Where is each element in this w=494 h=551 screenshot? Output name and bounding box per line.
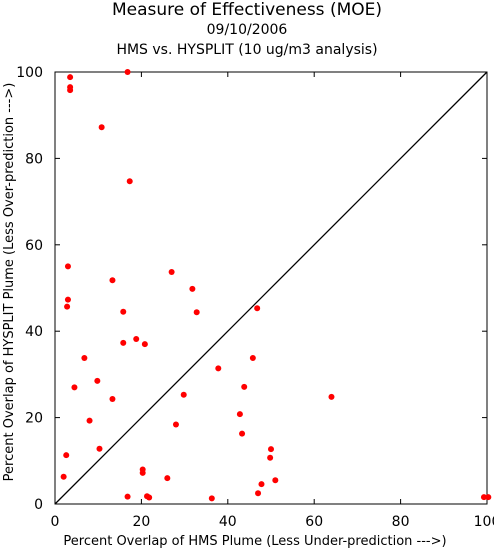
data-point: [109, 396, 116, 403]
data-point: [255, 490, 262, 497]
data-point: [71, 384, 78, 391]
data-point: [96, 445, 103, 452]
data-point: [120, 339, 127, 346]
data-point: [208, 495, 215, 502]
data-point: [124, 493, 131, 500]
data-point: [146, 494, 153, 501]
data-point: [249, 354, 256, 361]
data-point: [168, 269, 175, 276]
data-point: [485, 494, 492, 501]
chart-date: 09/10/2006: [206, 22, 288, 38]
x-tick-label: 60: [305, 514, 323, 530]
data-point: [120, 308, 127, 315]
data-point: [267, 454, 274, 461]
data-points: [60, 69, 492, 502]
y-tick-label: 80: [25, 151, 43, 167]
x-tick-label: 80: [392, 514, 410, 530]
data-point: [98, 124, 105, 131]
data-point: [109, 277, 116, 284]
data-point: [193, 309, 200, 316]
data-point: [480, 494, 487, 501]
data-point: [272, 477, 279, 484]
y-axis-label: Percent Overlap of HYSPLIT Plume (Less O…: [2, 83, 17, 482]
data-point: [141, 341, 148, 348]
data-point: [215, 365, 222, 372]
y-tick-label: 100: [16, 65, 43, 81]
data-point: [67, 74, 74, 81]
data-point: [94, 377, 101, 384]
data-point: [81, 354, 88, 361]
y-tick-label: 0: [34, 497, 43, 513]
data-point: [254, 305, 261, 312]
x-tick-label: 100: [474, 514, 494, 530]
data-point: [268, 446, 274, 453]
y-tick-label: 60: [25, 238, 43, 254]
data-point: [172, 421, 179, 428]
chart-subtitle: HMS vs. HYSPLIT (10 ug/m3 analysis): [116, 42, 378, 58]
data-point: [241, 383, 248, 390]
data-point: [239, 430, 246, 437]
y-tick-label: 40: [25, 324, 43, 340]
data-point: [86, 417, 93, 424]
data-point: [236, 411, 243, 418]
data-point: [124, 69, 131, 75]
data-point: [64, 303, 71, 310]
data-point: [64, 263, 71, 270]
data-point: [180, 391, 187, 398]
data-point: [258, 481, 265, 488]
chart-title: Measure of Effectiveness (MOE): [111, 0, 383, 20]
x-axis-label: Percent Overlap of HMS Plume (Less Under…: [63, 534, 446, 549]
data-point: [67, 87, 74, 94]
data-point: [64, 296, 71, 303]
axes: 0 20 40 60 80 100 0 20 40 60 80 100: [16, 65, 494, 530]
data-point: [189, 285, 196, 292]
data-point: [164, 475, 171, 482]
data-point: [63, 452, 70, 459]
x-tick-label: 40: [219, 514, 237, 530]
reference-diagonal-line: [54, 71, 488, 505]
data-point: [328, 393, 335, 400]
data-point: [126, 178, 133, 185]
y-tick-label: 20: [25, 411, 43, 427]
data-point: [133, 335, 140, 342]
plot-frame: [54, 71, 488, 505]
x-tick-label: 20: [132, 514, 150, 530]
x-tick-label: 0: [51, 514, 60, 530]
data-point: [139, 469, 146, 476]
data-point: [60, 473, 67, 480]
